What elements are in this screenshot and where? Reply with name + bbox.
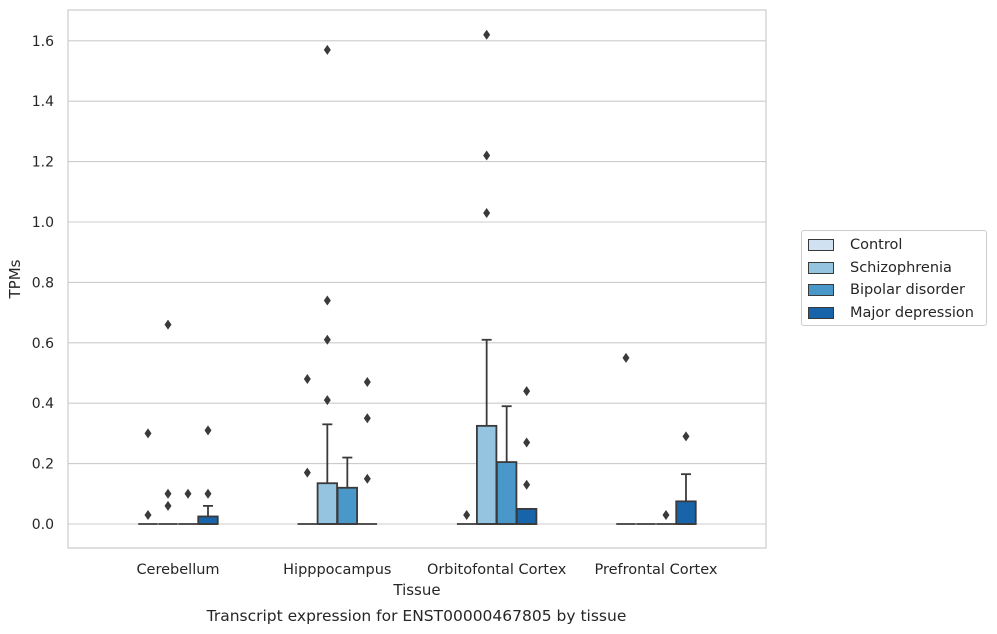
x-tick-labels: Cerebellum Hipppocampus Orbitofontal Corte… (136, 562, 717, 578)
x-axis-label: Tissue (392, 581, 440, 599)
outlier-point (523, 437, 531, 448)
outlier-point (164, 319, 172, 330)
y-tick-label: 1.0 (32, 215, 54, 231)
box-rect (496, 461, 518, 525)
box-rect (197, 515, 219, 525)
legend-swatch-bipolar-disorder (808, 284, 834, 296)
box-bipolar-disorder (336, 456, 358, 525)
outlier-point (303, 374, 311, 385)
outlier-point (204, 488, 212, 499)
outlier-point (363, 377, 371, 388)
legend-item-control: Control (808, 235, 902, 255)
legend-label-schizophrenia: Schizophrenia (850, 260, 952, 276)
plot-area (67, 9, 767, 549)
outlier-point (323, 334, 331, 345)
x-tick-label: Orbitofontal Cortex (427, 562, 567, 578)
outlier-point (323, 44, 331, 55)
outlier-point (483, 150, 491, 161)
x-tick-label: Cerebellum (136, 562, 219, 578)
outlier-point (523, 479, 531, 490)
y-tick-label: 0.6 (32, 336, 54, 352)
legend-label-control: Control (850, 237, 903, 253)
box-rect (675, 500, 697, 525)
legend-swatch-major-depression (808, 307, 834, 319)
outlier-points (144, 29, 690, 520)
legend-swatch-control (808, 239, 834, 251)
box-major-depression (197, 504, 219, 525)
figure-caption: Transcript expression for ENST0000046780… (206, 607, 627, 625)
outlier-point (483, 29, 491, 40)
y-tick-label: 1.6 (32, 34, 54, 50)
y-tick-label: 0.8 (32, 275, 54, 291)
box-rect (516, 507, 538, 525)
y-tick-label: 0.2 (32, 457, 54, 473)
y-axis-label: TPMs (6, 259, 24, 299)
y-tick-label: 0.4 (32, 396, 54, 412)
outlier-point (363, 473, 371, 484)
outlier-point (323, 295, 331, 306)
legend-item-bipolar-disorder: Bipolar disorder (808, 280, 965, 300)
box-schizophrenia (316, 423, 338, 525)
legend-label-major-depression: Major depression (850, 305, 974, 321)
y-tick-label: 1.2 (32, 155, 54, 171)
outlier-point (523, 386, 531, 397)
outlier-point (144, 509, 152, 520)
box-major-depression (675, 473, 697, 525)
outlier-point (184, 488, 192, 499)
x-tick-label: Hipppocampus (283, 562, 391, 578)
boxes (138, 338, 697, 525)
x-tick-label: Prefrontal Cortex (595, 562, 718, 578)
outlier-point (164, 500, 172, 511)
y-tick-label: 0.0 (32, 517, 54, 533)
box-schizophrenia (476, 338, 498, 525)
legend: Control Schizophrenia Bipolar disorder M… (801, 230, 987, 326)
legend-swatch-schizophrenia (808, 262, 834, 274)
outlier-point (164, 488, 172, 499)
outlier-point (463, 509, 471, 520)
outlier-point (204, 425, 212, 436)
legend-label-bipolar-disorder: Bipolar disorder (850, 282, 965, 298)
box-bipolar-disorder (496, 405, 518, 525)
legend-item-schizophrenia: Schizophrenia (808, 258, 952, 278)
box-major-depression (516, 507, 538, 525)
outlier-point (483, 207, 491, 218)
box-rect (476, 424, 498, 525)
outlier-point (363, 413, 371, 424)
box-rect (316, 482, 338, 525)
legend-item-major-depression: Major depression (808, 303, 974, 323)
outlier-point (303, 467, 311, 478)
y-tick-label: 1.4 (32, 94, 54, 110)
outlier-point (662, 509, 670, 520)
box-rect (336, 486, 358, 525)
outlier-point (682, 431, 690, 442)
outlier-point (622, 352, 630, 363)
outlier-point (144, 428, 152, 439)
outlier-point (323, 395, 331, 406)
y-tick-labels: 0.0 0.2 0.4 0.6 0.8 1.0 1.2 1.4 1.6 (32, 34, 54, 533)
